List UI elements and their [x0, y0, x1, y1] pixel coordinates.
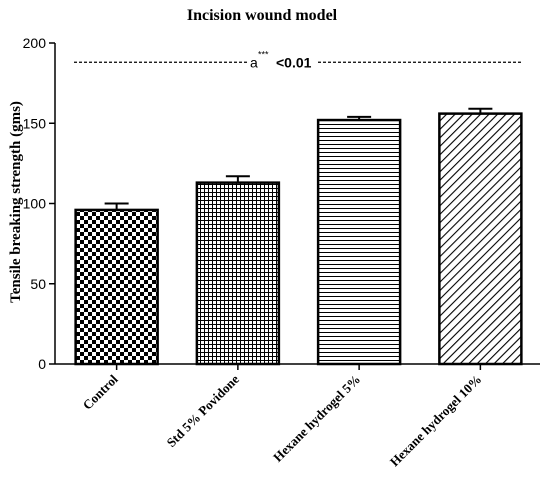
x-tick-label: Control: [80, 371, 121, 412]
bar: [74, 208, 159, 366]
y-tick-label: 50: [30, 276, 46, 292]
y-tick-label: 0: [38, 356, 46, 372]
x-tick-label: Hexane hydrogel 5%: [270, 372, 363, 465]
x-axis: Control Std 5% Povidone Hexane hydrogel 5%…: [55, 363, 540, 470]
bar: [195, 181, 281, 366]
y-tick-label: 100: [23, 196, 47, 212]
bar: [316, 118, 402, 366]
y-tick-label: 200: [23, 35, 47, 51]
chart-title: Incision wound model: [187, 7, 338, 24]
annotation-letter: a: [250, 54, 258, 70]
y-axis-label: Tensile breaking strength (gms): [8, 101, 24, 303]
bars: [74, 107, 523, 366]
bar: [438, 112, 523, 366]
x-tick-label: Std 5% Povidone: [163, 371, 242, 450]
x-tick-label: Hexane hydrogel 10%: [387, 372, 485, 470]
y-axis: 0 50 100 150 200: [23, 35, 56, 372]
significance-annotation: a*** <0.01: [74, 49, 522, 70]
annotation-text: <0.01: [276, 54, 312, 70]
annotation-stars: ***: [258, 49, 269, 59]
y-tick-label: 150: [23, 115, 47, 131]
